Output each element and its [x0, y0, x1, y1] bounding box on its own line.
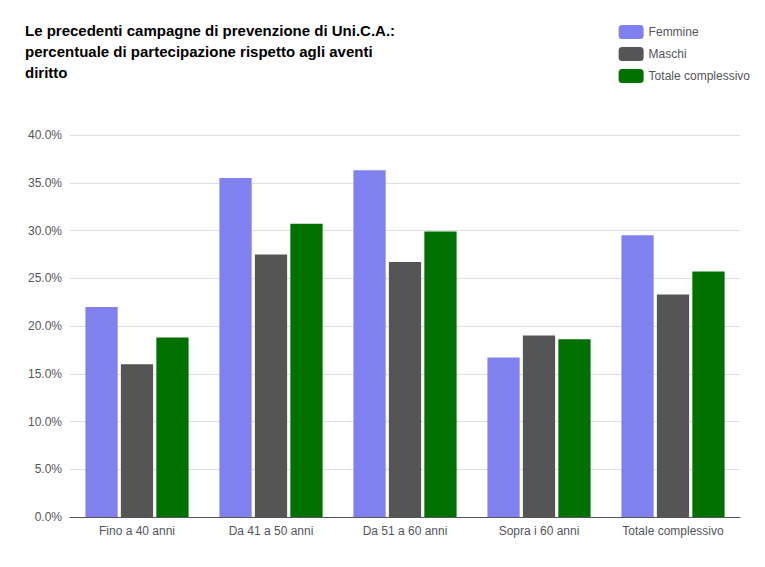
svg-text:Totale complessivo: Totale complessivo — [649, 69, 751, 83]
svg-text:Le precedenti campagne di prev: Le precedenti campagne di prevenzione di… — [25, 22, 395, 39]
svg-text:40.0%: 40.0% — [28, 128, 62, 142]
svg-text:Sopra i 60 anni: Sopra i 60 anni — [499, 524, 580, 538]
svg-text:Fino a 40 anni: Fino a 40 anni — [99, 524, 175, 538]
svg-text:Da 41 a 50 anni: Da 41 a 50 anni — [229, 524, 314, 538]
svg-text:5.0%: 5.0% — [35, 462, 63, 476]
svg-text:Da 51 a 60 anni: Da 51 a 60 anni — [363, 524, 448, 538]
svg-text:25.0%: 25.0% — [28, 271, 62, 285]
svg-text:Totale complessivo: Totale complessivo — [622, 524, 724, 538]
svg-text:20.0%: 20.0% — [28, 319, 62, 333]
svg-text:Femmine: Femmine — [649, 25, 699, 39]
svg-text:percentuale di partecipazione: percentuale di partecipazione rispetto a… — [25, 43, 373, 60]
svg-text:15.0%: 15.0% — [28, 367, 62, 381]
svg-text:0.0%: 0.0% — [35, 510, 63, 524]
svg-text:35.0%: 35.0% — [28, 176, 62, 190]
svg-text:10.0%: 10.0% — [28, 415, 62, 429]
svg-text:diritto: diritto — [25, 64, 68, 81]
svg-text:30.0%: 30.0% — [28, 224, 62, 238]
svg-text:Maschi: Maschi — [649, 47, 687, 61]
